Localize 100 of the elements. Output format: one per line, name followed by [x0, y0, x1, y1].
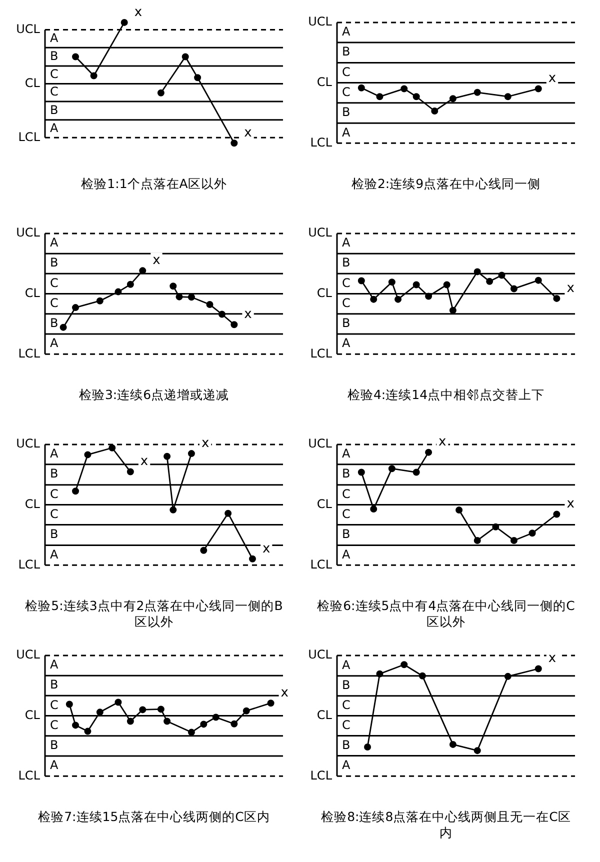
point [394, 296, 402, 303]
annotation: C [50, 276, 58, 290]
annotation: x [244, 126, 252, 141]
text: A [50, 758, 59, 772]
point [84, 728, 92, 735]
annotation: x [566, 496, 575, 512]
point [425, 292, 432, 300]
annotation: C [50, 506, 58, 521]
point [188, 728, 195, 736]
text: A [342, 336, 351, 350]
point [72, 722, 80, 729]
annotation: A [342, 446, 351, 461]
point [90, 72, 98, 80]
annotation: B [342, 678, 350, 692]
point [170, 506, 177, 514]
point [96, 297, 104, 304]
text: 检验3:连续6点递增或递减 [78, 387, 230, 403]
text: A [342, 547, 351, 562]
point [72, 304, 80, 312]
text: x [438, 434, 447, 450]
point [474, 88, 481, 96]
text: B [50, 738, 58, 752]
point [188, 450, 195, 458]
ref-line-label: LCL [18, 557, 40, 572]
ref-line-label: CL [316, 74, 332, 89]
point [358, 468, 365, 476]
text: A [342, 24, 351, 39]
annotation: C [342, 506, 350, 521]
point [504, 672, 512, 680]
ref-line-label: UCL [16, 436, 40, 451]
point [498, 272, 506, 279]
annotation: x [566, 280, 575, 296]
ref-line-label: CL [316, 496, 332, 511]
ref-line-label: UCL [308, 436, 332, 451]
annotation: B [50, 102, 58, 117]
ref-line-label: UCL [16, 648, 40, 662]
point [96, 708, 104, 716]
annotation: C [50, 66, 58, 81]
point [200, 546, 208, 554]
point [206, 301, 214, 308]
point [504, 93, 512, 100]
ref-line-label: CL [316, 286, 332, 300]
point [486, 278, 494, 285]
ref-line-label: CL [24, 708, 40, 722]
point [534, 665, 542, 672]
point [370, 506, 378, 512]
annotation: C [50, 698, 58, 712]
annotation: A [50, 547, 59, 562]
text: A [342, 125, 351, 140]
point [358, 84, 365, 92]
point [528, 530, 536, 537]
ref-line-label: UCL [16, 226, 40, 240]
ref-line-label: LCL [310, 768, 332, 782]
point [72, 53, 80, 60]
text: x [280, 685, 289, 700]
annotation: C [50, 296, 58, 310]
text: 检验1:1个点落在A区以外 [81, 176, 227, 192]
text: 检验4:连续14点中相邻点交替上下 [347, 387, 545, 403]
point [126, 718, 134, 725]
text: B [50, 256, 58, 270]
point [126, 280, 134, 288]
point [443, 281, 450, 288]
ref-line-label: LCL [310, 135, 332, 150]
annotation: x [244, 307, 252, 322]
annotation: C [342, 718, 350, 732]
point [400, 85, 408, 92]
point [267, 700, 274, 707]
point [157, 89, 164, 96]
point [534, 85, 542, 92]
point [84, 451, 92, 458]
text: 检验6:连续5点中有4点落在中心线同一侧的C区以外 [316, 598, 576, 630]
ref-line-label: LCL [18, 130, 40, 144]
point [474, 268, 481, 276]
point [425, 448, 432, 456]
point [456, 506, 463, 514]
annotation: B [50, 466, 58, 481]
annotation: B [342, 527, 350, 542]
point [388, 278, 396, 286]
annotation: B [50, 316, 58, 330]
text: A [342, 758, 351, 772]
point [510, 536, 518, 544]
ref-line-label: CL [316, 708, 332, 722]
point [510, 285, 518, 292]
annotation: C [50, 486, 58, 501]
annotation: B [50, 527, 58, 542]
point [364, 744, 372, 750]
point [376, 670, 384, 678]
text: 检验2:连续9点落在中心线同一侧 [351, 176, 541, 192]
annotation: A [50, 30, 59, 45]
text: x [152, 253, 161, 268]
point [474, 747, 481, 754]
annotation: x [201, 436, 210, 451]
text: 检验8:连续8点落在中心线两侧且无一在C区内 [320, 809, 572, 841]
ref-line-label: CL [24, 286, 40, 300]
ref-line-label: CL [24, 496, 40, 511]
point [449, 740, 456, 748]
point [400, 661, 408, 668]
text: A [50, 658, 59, 672]
point [164, 452, 171, 460]
text: 检验5:连续3点中有2点落在中心线同一侧的B区以外 [24, 598, 284, 630]
